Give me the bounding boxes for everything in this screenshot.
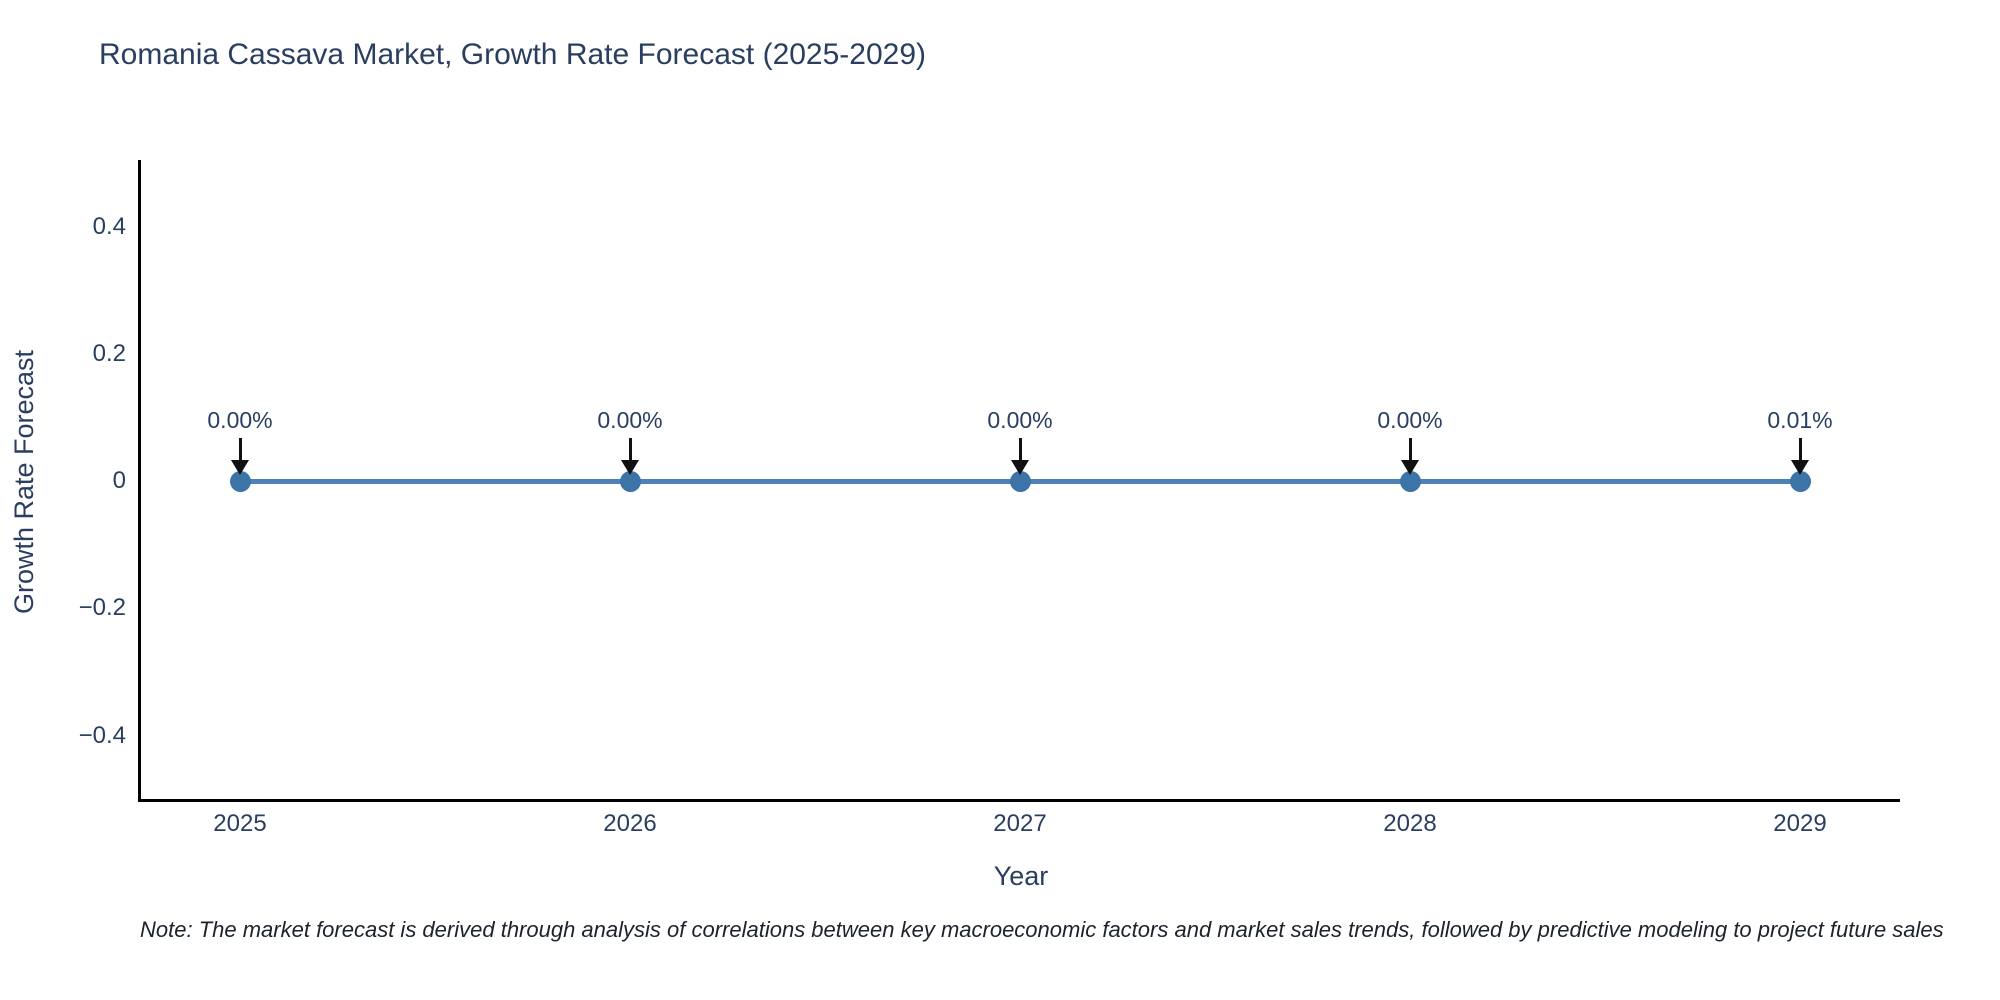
- annotation-arrow: [1409, 438, 1412, 463]
- plot-area: [138, 160, 1900, 802]
- annotation-arrow: [1799, 438, 1802, 463]
- y-tick-label: 0: [112, 467, 126, 494]
- y-tick-label: 0.2: [92, 340, 126, 367]
- annotation-label-2029: 0.01%: [1767, 407, 1833, 433]
- x-axis-title: Year: [993, 861, 1049, 891]
- x-tick-label: 2029: [1773, 810, 1827, 837]
- annotation-label-2026: 0.00%: [597, 407, 663, 433]
- x-tick-label: 2027: [993, 810, 1047, 837]
- down-arrowhead-icon: [621, 460, 639, 475]
- data-point-marker-2027: [1010, 471, 1031, 492]
- y-tick-label: −0.2: [78, 594, 126, 621]
- chart-title: Romania Cassava Market, Growth Rate Fore…: [99, 38, 927, 71]
- y-tick-label: 0.4: [92, 213, 126, 240]
- down-arrowhead-icon: [1791, 460, 1809, 475]
- data-point-marker-2025: [230, 471, 251, 492]
- down-arrowhead-icon: [1401, 460, 1419, 475]
- x-tick-label: 2028: [1383, 810, 1437, 837]
- down-arrowhead-icon: [231, 460, 249, 475]
- annotation-label-2027: 0.00%: [987, 407, 1053, 433]
- x-tick-label: 2025: [213, 810, 267, 837]
- y-tick-label: −0.4: [78, 722, 126, 749]
- data-point-marker-2028: [1400, 471, 1421, 492]
- data-point-marker-2029: [1790, 471, 1811, 492]
- annotation-label-2025: 0.00%: [207, 407, 273, 433]
- data-point-marker-2026: [620, 471, 641, 492]
- x-tick-label: 2026: [603, 810, 657, 837]
- note-text: Note: The market forecast is derived thr…: [140, 917, 1944, 942]
- down-arrowhead-icon: [1011, 460, 1029, 475]
- annotation-arrow: [629, 438, 632, 463]
- annotation-arrow: [1019, 438, 1022, 463]
- annotation-label-2028: 0.00%: [1377, 407, 1443, 433]
- annotation-arrow: [239, 438, 242, 463]
